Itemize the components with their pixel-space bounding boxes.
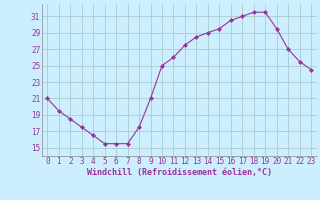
X-axis label: Windchill (Refroidissement éolien,°C): Windchill (Refroidissement éolien,°C) [87, 168, 272, 177]
